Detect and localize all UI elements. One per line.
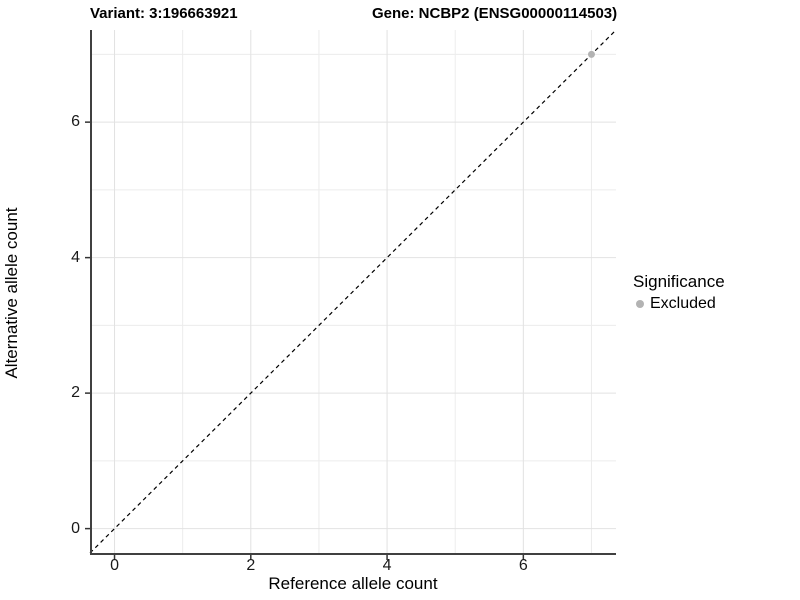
- plot-title-gene: Gene: NCBP2 (ENSG00000114503): [372, 5, 618, 22]
- legend: Significance Excluded: [629, 272, 725, 313]
- plot-title-variant: Variant: 3:196663921: [90, 5, 238, 22]
- x-tick-label: 6: [518, 557, 528, 574]
- x-tick-label: 2: [246, 557, 256, 574]
- y-axis-title: Alternative allele count: [2, 207, 21, 379]
- x-tick-label: 0: [110, 557, 119, 574]
- identity-dashed-line: [89, 29, 617, 554]
- legend-title: Significance: [633, 272, 725, 291]
- x-axis-title: Reference allele count: [268, 574, 438, 593]
- data-point-excluded: [587, 50, 595, 58]
- excluded-point-icon: [636, 300, 644, 308]
- y-tick-label: 0: [71, 519, 80, 537]
- legend-entry-excluded: Excluded: [629, 295, 725, 313]
- legend-entry-label: Excluded: [650, 295, 716, 312]
- x-tick-label: 4: [382, 557, 392, 574]
- chart-canvas: [85, 29, 617, 560]
- y-tick-label: 6: [71, 113, 80, 131]
- y-tick-label: 4: [71, 248, 80, 266]
- plot-panel: [85, 29, 617, 560]
- y-tick-label: 2: [71, 384, 80, 402]
